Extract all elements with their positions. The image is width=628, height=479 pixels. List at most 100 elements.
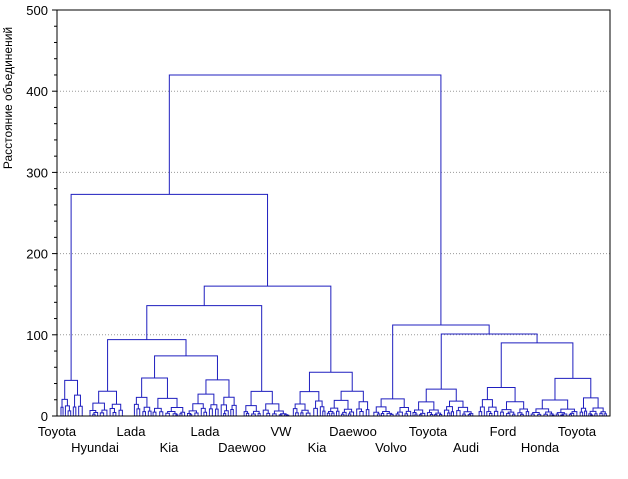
y-tick-label: 100 <box>26 328 48 343</box>
merge-link <box>426 389 456 402</box>
merge-link <box>501 343 573 388</box>
merge-link <box>252 414 256 415</box>
merge-link <box>143 412 146 415</box>
merge-link <box>155 356 218 380</box>
merge-link <box>263 410 268 415</box>
merge-link <box>93 403 105 410</box>
merge-link <box>206 380 229 397</box>
y-tick-label: 400 <box>26 84 48 99</box>
merge-link <box>447 407 453 412</box>
merge-link <box>71 194 267 380</box>
merge-link <box>542 400 567 409</box>
merge-link <box>583 398 598 408</box>
merge-link <box>73 407 76 415</box>
merge-link <box>79 406 83 415</box>
merge-link <box>65 380 78 399</box>
merge-link <box>544 414 547 415</box>
merge-link <box>246 406 256 412</box>
merge-link <box>316 401 323 408</box>
x-label: Daewoo <box>218 440 266 455</box>
merge-link <box>225 411 229 415</box>
merge-link <box>296 413 299 415</box>
merge-link <box>463 414 466 415</box>
merge-link <box>224 414 226 415</box>
merge-link <box>148 411 151 415</box>
merge-link <box>134 404 138 414</box>
merge-link <box>137 409 140 415</box>
merge-link <box>585 411 587 415</box>
merge-link <box>580 412 582 415</box>
merge-link <box>405 414 408 415</box>
merge-link <box>457 411 460 415</box>
merge-link <box>327 413 329 415</box>
x-label: Ford <box>490 424 517 439</box>
merge-link <box>99 391 117 404</box>
merge-link <box>341 414 343 415</box>
x-label: Audi <box>453 440 479 455</box>
merge-link <box>377 414 379 415</box>
merge-link <box>267 413 270 414</box>
merge-link <box>332 413 334 415</box>
merge-link <box>231 410 234 415</box>
x-label: VW <box>271 424 293 439</box>
merge-link <box>507 414 510 415</box>
merge-link <box>166 413 170 414</box>
merge-link <box>108 340 186 392</box>
merge-link <box>494 411 497 414</box>
merge-link <box>61 407 63 415</box>
merge-link <box>216 409 219 415</box>
merge-link <box>415 414 417 415</box>
merge-link <box>224 397 234 405</box>
merge-link <box>204 286 331 372</box>
x-label: Lada <box>191 424 221 439</box>
merge-link <box>348 414 350 415</box>
merge-link <box>382 413 384 414</box>
x-label: Volvo <box>375 440 407 455</box>
merge-link <box>531 414 534 415</box>
merge-link <box>119 410 122 415</box>
merge-link <box>110 409 114 415</box>
merge-link <box>142 378 168 398</box>
dendrogram-tree <box>61 75 606 416</box>
merge-link <box>301 413 303 415</box>
merge-link <box>441 334 537 389</box>
merge-link <box>595 414 597 415</box>
merge-link <box>284 415 287 416</box>
x-label: Toyota <box>558 424 597 439</box>
merge-link <box>204 412 207 415</box>
merge-link <box>526 412 528 415</box>
merge-link <box>306 413 310 415</box>
merge-link <box>112 404 120 410</box>
merge-link <box>490 413 492 414</box>
merge-link <box>68 411 71 415</box>
merge-link <box>600 413 602 414</box>
y-tick-label: 300 <box>26 165 48 180</box>
merge-link <box>448 413 450 415</box>
x-label: Lada <box>117 424 147 439</box>
merge-link <box>555 378 591 400</box>
merge-link <box>195 413 198 415</box>
merge-link <box>153 412 156 415</box>
merge-link <box>93 414 95 415</box>
merge-link <box>381 399 404 408</box>
merge-link <box>201 408 205 414</box>
merge-link <box>314 408 318 414</box>
y-tick-label: 500 <box>26 3 48 18</box>
merge-link <box>100 413 103 415</box>
merge-link <box>188 413 191 414</box>
merge-link <box>309 372 352 391</box>
x-label: Hyundai <box>71 440 119 455</box>
x-label: Kia <box>308 440 328 455</box>
merge-link <box>479 412 482 415</box>
merge-link <box>451 412 453 415</box>
merge-link <box>323 411 325 415</box>
merge-link <box>396 414 399 415</box>
x-label: Toyota <box>38 424 77 439</box>
plot-frame <box>57 10 610 416</box>
merge-link <box>482 400 492 408</box>
grid-lines <box>57 91 610 335</box>
